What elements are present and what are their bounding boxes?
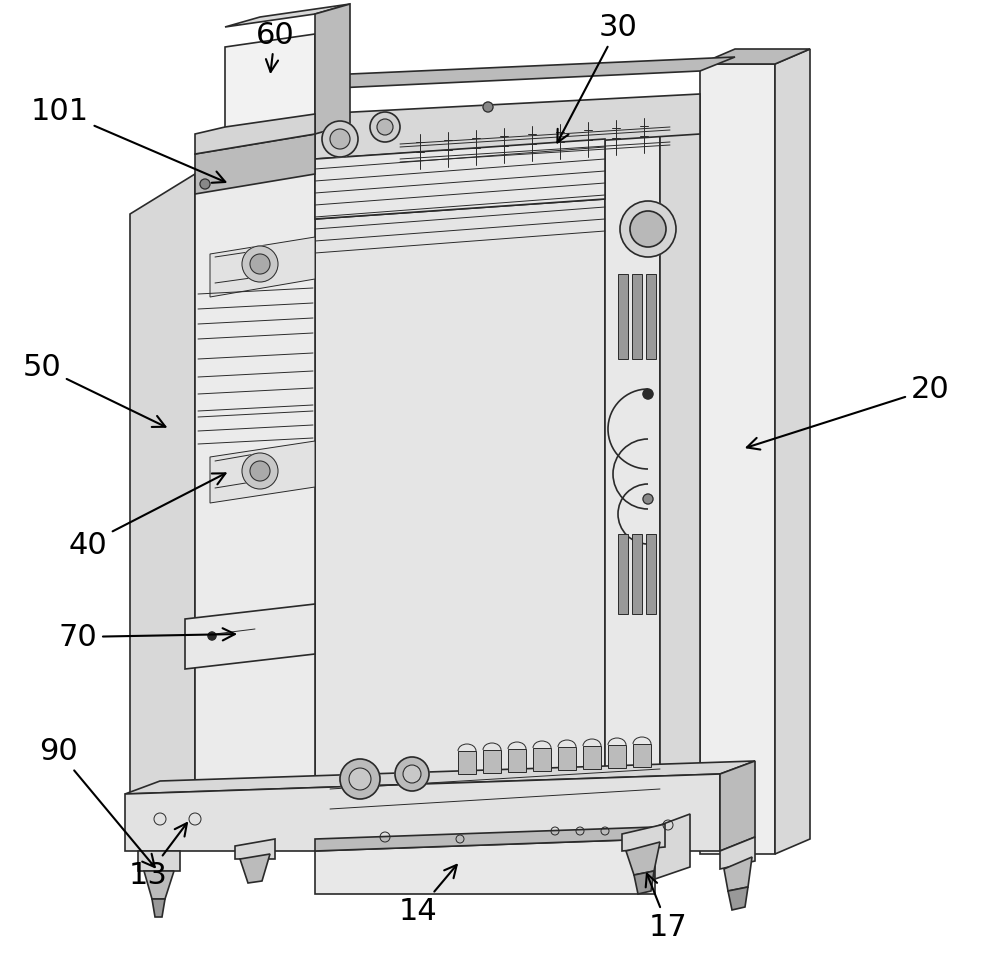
Polygon shape	[646, 275, 656, 360]
Polygon shape	[622, 824, 665, 851]
Polygon shape	[608, 745, 626, 768]
Circle shape	[349, 768, 371, 790]
Circle shape	[643, 389, 653, 400]
Polygon shape	[195, 159, 315, 809]
Polygon shape	[700, 65, 775, 854]
Circle shape	[630, 212, 666, 247]
Circle shape	[208, 633, 216, 641]
Circle shape	[620, 201, 676, 258]
Polygon shape	[185, 604, 315, 669]
Polygon shape	[634, 871, 654, 894]
Polygon shape	[144, 871, 174, 899]
Polygon shape	[618, 534, 628, 614]
Polygon shape	[210, 441, 315, 504]
Text: 50: 50	[23, 353, 165, 427]
Text: 30: 30	[557, 14, 637, 144]
Polygon shape	[632, 275, 642, 360]
Polygon shape	[152, 899, 165, 917]
Polygon shape	[458, 751, 476, 775]
Polygon shape	[618, 275, 628, 360]
Circle shape	[330, 130, 350, 150]
Polygon shape	[605, 130, 660, 809]
Polygon shape	[125, 775, 720, 851]
Polygon shape	[195, 135, 315, 195]
Polygon shape	[655, 814, 690, 879]
Polygon shape	[558, 747, 576, 771]
Circle shape	[483, 103, 493, 112]
Text: 101: 101	[31, 98, 225, 184]
Text: 60: 60	[256, 21, 294, 72]
Circle shape	[250, 462, 270, 481]
Polygon shape	[225, 5, 350, 28]
Polygon shape	[240, 854, 270, 883]
Polygon shape	[720, 761, 755, 851]
Polygon shape	[210, 238, 315, 297]
Circle shape	[643, 495, 653, 505]
Polygon shape	[700, 50, 810, 65]
Polygon shape	[533, 748, 551, 772]
Polygon shape	[315, 5, 350, 135]
Polygon shape	[130, 175, 195, 834]
Polygon shape	[138, 851, 180, 871]
Polygon shape	[660, 114, 700, 809]
Circle shape	[242, 246, 278, 283]
Circle shape	[340, 759, 380, 799]
Text: 90: 90	[39, 736, 155, 867]
Polygon shape	[626, 842, 660, 875]
Polygon shape	[483, 750, 501, 774]
Circle shape	[250, 254, 270, 275]
Polygon shape	[315, 839, 655, 894]
Circle shape	[395, 757, 429, 791]
Polygon shape	[775, 50, 810, 854]
Text: 14: 14	[399, 865, 457, 925]
Polygon shape	[605, 114, 700, 130]
Circle shape	[242, 454, 278, 490]
Polygon shape	[315, 827, 655, 851]
Polygon shape	[720, 837, 755, 869]
Polygon shape	[195, 114, 315, 155]
Circle shape	[200, 180, 210, 190]
Polygon shape	[315, 95, 700, 159]
Circle shape	[403, 765, 421, 783]
Circle shape	[370, 112, 400, 143]
Circle shape	[322, 122, 358, 157]
Polygon shape	[315, 200, 605, 809]
Polygon shape	[646, 534, 656, 614]
Polygon shape	[508, 749, 526, 773]
Polygon shape	[633, 744, 651, 767]
Polygon shape	[583, 746, 601, 770]
Polygon shape	[724, 857, 752, 891]
Circle shape	[377, 120, 393, 136]
Polygon shape	[315, 58, 735, 90]
Polygon shape	[315, 140, 605, 220]
Polygon shape	[632, 534, 642, 614]
Polygon shape	[125, 761, 755, 794]
Text: 17: 17	[646, 874, 687, 942]
Text: 70: 70	[59, 623, 235, 651]
Text: 20: 20	[747, 376, 949, 450]
Text: 40: 40	[69, 474, 225, 559]
Text: 13: 13	[129, 823, 187, 890]
Polygon shape	[225, 35, 315, 148]
Polygon shape	[728, 887, 748, 911]
Polygon shape	[235, 839, 275, 859]
